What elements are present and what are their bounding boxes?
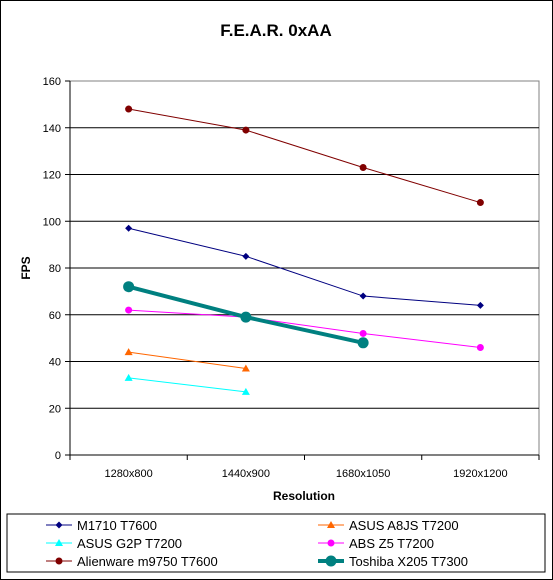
legend-item: ASUS G2P T7200 bbox=[46, 536, 182, 551]
series-line bbox=[128, 309, 481, 348]
series-2 bbox=[124, 373, 250, 395]
data-point bbox=[476, 199, 484, 207]
legend-label: Toshiba X205 T7300 bbox=[349, 554, 468, 569]
legend-label: ABS Z5 T7200 bbox=[349, 536, 434, 551]
data-point bbox=[241, 387, 250, 395]
data-point bbox=[123, 281, 135, 293]
data-point bbox=[325, 555, 337, 567]
data-point bbox=[242, 252, 250, 260]
series-4 bbox=[125, 105, 484, 207]
legend-item: M1710 T7600 bbox=[46, 518, 157, 533]
y-tick-label: 120 bbox=[43, 170, 61, 182]
legend-label: ASUS A8JS T7200 bbox=[349, 518, 459, 533]
data-point bbox=[327, 521, 335, 528]
series-line bbox=[128, 377, 246, 393]
data-point bbox=[359, 163, 367, 171]
series-5 bbox=[123, 281, 369, 349]
x-axis-title: Resolution bbox=[273, 489, 335, 503]
data-point bbox=[55, 539, 63, 546]
data-point bbox=[327, 539, 335, 547]
data-point bbox=[55, 521, 63, 529]
y-tick-label: 140 bbox=[43, 123, 61, 135]
series-line bbox=[128, 351, 246, 370]
legend-item: Toshiba X205 T7300 bbox=[318, 554, 468, 569]
series-0 bbox=[125, 224, 484, 309]
data-point bbox=[241, 364, 250, 372]
legend-items: M1710 T7600 ASUS A8JS T7200 ASUS G2P T7200… bbox=[46, 518, 468, 569]
legend-item: ABS Z5 T7200 bbox=[318, 536, 434, 551]
legend-label: Alienware m9750 T7600 bbox=[77, 554, 218, 569]
data-point bbox=[242, 126, 250, 134]
y-tick-label: 100 bbox=[43, 216, 61, 228]
x-tick-label: 1280x800 bbox=[104, 468, 152, 480]
legend-item: Alienware m9750 T7600 bbox=[46, 554, 218, 569]
y-tick-label: 60 bbox=[49, 310, 61, 322]
data-point bbox=[476, 301, 484, 309]
legend-label: M1710 T7600 bbox=[77, 518, 157, 533]
x-tick-label: 1920x1200 bbox=[453, 468, 507, 480]
gridlines bbox=[69, 81, 539, 456]
y-tick-label: 80 bbox=[49, 263, 61, 275]
data-point bbox=[124, 373, 133, 381]
series-1 bbox=[124, 348, 250, 372]
x-tick-label: 1680x1050 bbox=[336, 468, 390, 480]
data-point bbox=[359, 292, 367, 300]
chart-title: F.E.A.R. 0xAA bbox=[220, 21, 331, 40]
x-tick-label: 1440x900 bbox=[222, 468, 270, 480]
data-point bbox=[476, 343, 484, 351]
data-point bbox=[357, 337, 369, 349]
series-line bbox=[128, 227, 481, 306]
legend bbox=[6, 513, 546, 573]
series-layer bbox=[123, 105, 484, 395]
data-point bbox=[125, 306, 133, 314]
y-tick-label: 40 bbox=[49, 357, 61, 369]
legend-label: ASUS G2P T7200 bbox=[77, 536, 182, 551]
y-tick-label: 20 bbox=[49, 403, 61, 415]
y-axis-title: FPS bbox=[19, 256, 33, 279]
legend-item: ASUS A8JS T7200 bbox=[318, 518, 459, 533]
y-tick-label: 0 bbox=[55, 450, 61, 462]
y-axis-tick-labels: 0 20 40 60 80 100 120 140 160 bbox=[43, 76, 70, 462]
data-point bbox=[359, 329, 367, 337]
data-point bbox=[125, 105, 133, 113]
data-point bbox=[55, 557, 63, 565]
series-line bbox=[128, 108, 481, 204]
data-point bbox=[124, 348, 133, 356]
y-tick-label: 160 bbox=[43, 76, 61, 88]
x-axis-tick-labels: 1280x800 1440x900 1680x1050 1920x1200 bbox=[69, 455, 540, 480]
data-point bbox=[240, 311, 252, 323]
data-point bbox=[125, 224, 133, 232]
